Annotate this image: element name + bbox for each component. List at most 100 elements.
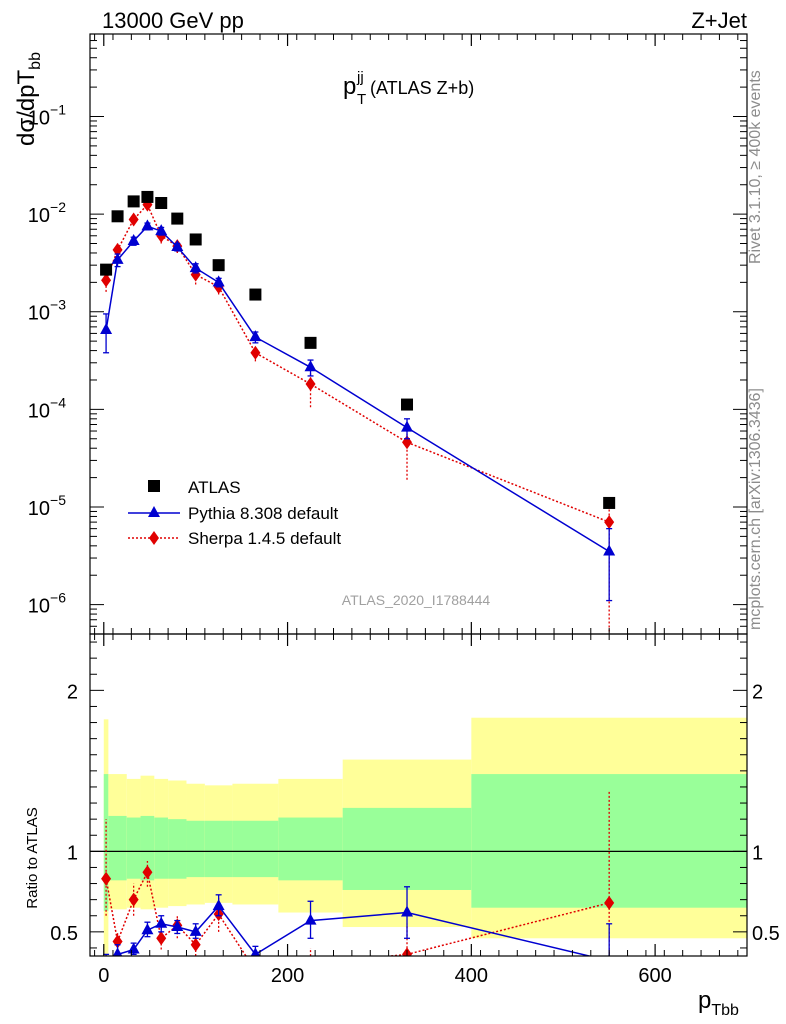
plot-title: p [343,73,356,100]
pythia-point [111,252,124,264]
green-band-bin [168,819,187,879]
legend-atlas-marker [148,480,160,492]
green-band-bin [186,820,205,878]
mcplots-reference-text: mcplots.cern.ch [arXiv:1306.3436] [747,388,764,630]
pythia-point [127,234,140,246]
pythia-point [171,240,184,252]
atlas-data-point [189,233,202,246]
pythia-point [100,323,113,335]
ratio-pythia-point [127,942,140,954]
rivet-version-text: Rivet 3.1.10, ≥ 400k events [747,70,764,264]
ratio-sherpa-point [250,963,260,977]
y-tick-label: 10−5 [28,492,66,520]
y-tick-exponent: −4 [50,394,66,410]
ratio-y-tick-label: 0.5 [50,923,78,945]
ratio-pythia-point [212,899,225,911]
legend-pythia-marker [148,506,160,517]
sherpa-point [250,345,261,360]
ratio-pythia-point [304,913,317,925]
x-tick-label: 600 [638,965,671,987]
sherpa-line [105,203,610,523]
y-tick-mantissa: 10 [28,108,50,130]
green-band-bin [278,817,343,881]
ratio-sherpa-point [101,871,112,886]
y-axis-label: dσ/dpTbb [13,52,44,146]
pythia-point [249,330,262,342]
ratio-frame [89,633,748,957]
atlas-data-point [141,190,154,203]
green-band-bin [232,820,279,878]
atlas-data-point [111,210,124,223]
plot-title-sup: jj [356,69,364,86]
atlas-data-point [155,196,168,209]
ratio-sherpa-point [128,892,139,907]
ratio-sherpa-point [604,895,615,910]
green-band-bin [204,820,233,878]
y-tick-mantissa: 10 [28,498,50,520]
y-tick-exponent: −6 [50,590,66,606]
pythia-point [141,219,154,231]
y-tick-mantissa: 10 [28,400,50,422]
pythia-point [401,420,414,432]
green-band-bin [140,815,155,881]
y-axis-label-main: dσ/dpT [13,69,40,146]
main-plot-layer [100,190,616,634]
y-axis-label-sub: bb [27,52,44,70]
ratio-uncertainty-bands [90,717,747,956]
atlas-data-point [212,259,225,272]
ratio-y-tick-label-right: 2 [752,681,763,703]
ratio-pythia-point [141,923,154,935]
ratio-axis-label: Ratio to ATLAS [24,807,41,908]
legend: ATLAS Pythia 8.308 default Sherpa 1.4.5 … [128,478,341,548]
plot-title-main: p [343,73,356,100]
y-tick-label: 10−2 [28,199,66,227]
sherpa-point [604,515,615,530]
atlas-data-point [127,195,140,208]
legend-sherpa-marker [149,531,159,545]
plot-title-suffix: (ATLAS Z+b) [370,78,474,98]
atlas-data-point [100,263,113,276]
x-tick-label: 0 [98,965,109,987]
x-axis-label-sub: Tbb [711,1002,739,1019]
pythia-point [603,544,616,556]
green-band-bin [342,807,472,890]
x-axis-label: pTbb [698,987,739,1019]
y-tick-exponent: −5 [50,492,66,508]
y-tick-mantissa: 10 [28,205,50,227]
ratio-y-tick-label-right: 0.5 [752,923,780,945]
legend-sherpa-label: Sherpa 1.4.5 default [188,529,341,548]
x-tick-label: 400 [455,965,488,987]
ratio-y-tick-label-right: 1 [752,842,763,864]
ratio-pythia-point [401,905,414,917]
ratio-pythia-point [189,924,202,936]
y-tick-exponent: −1 [50,102,66,118]
green-band-bin [154,817,169,879]
ratio-sherpa-point [190,937,201,952]
y-tick-mantissa: 10 [28,303,50,325]
atlas-data-point [401,398,414,411]
atlas-data-point [249,288,262,301]
atlas-data-point [603,496,616,509]
y-tick-exponent: −2 [50,199,66,215]
sherpa-point [128,212,139,227]
ratio-y-tick-label: 2 [67,681,78,703]
x-tick-label: 200 [271,965,304,987]
ratio-pythia-point [112,947,123,956]
ratio-pythia-point [171,920,184,932]
analysis-id: ATLAS_2020_I1788444 [342,592,491,608]
pythia-point [212,275,225,287]
y-tick-label: 10−4 [28,394,66,422]
sherpa-point [305,376,316,391]
y-tick-label: 10−1 [28,102,66,130]
pythia-line [105,225,610,553]
green-band-bin [108,815,127,881]
y-tick-label: 10−3 [28,297,66,325]
sherpa-point [101,273,112,288]
legend-atlas-label: ATLAS [188,478,241,497]
ratio-y-tick-label: 1 [67,842,78,864]
header-energy: 13000 GeV pp [102,8,244,33]
plot-title-sub: T [357,91,366,108]
atlas-data-point [171,212,184,225]
